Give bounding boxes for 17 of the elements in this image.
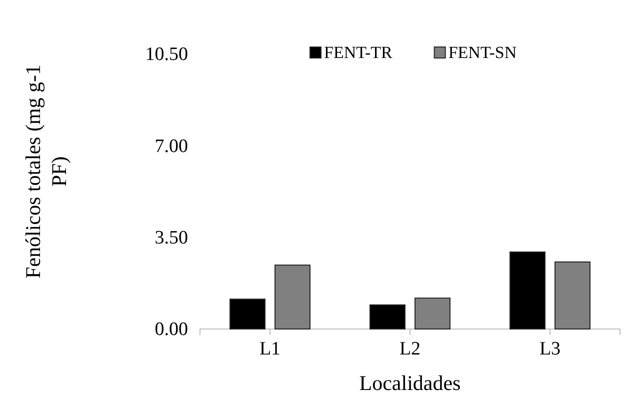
y-axis-title: Fenólicos totales (mg g-1 PF) <box>21 64 71 279</box>
bar <box>230 298 266 330</box>
bar <box>414 298 450 330</box>
y-tick-label: 0.00 <box>154 319 188 340</box>
x-tick-label: L2 <box>399 338 421 360</box>
x-tick-label: L3 <box>539 338 561 360</box>
x-tick-label: L1 <box>259 338 281 360</box>
bar <box>554 261 590 330</box>
y-tick-label: 7.00 <box>154 136 188 157</box>
bar <box>510 252 546 330</box>
bar <box>370 304 406 330</box>
x-axis-title: Localidades <box>359 371 461 395</box>
y-tick-label: 3.50 <box>154 227 188 248</box>
legend-label: FENT-TR <box>324 43 393 62</box>
y-tick-label: 10.50 <box>145 44 188 66</box>
legend-label: FENT-SN <box>448 43 517 62</box>
bar <box>274 264 310 330</box>
